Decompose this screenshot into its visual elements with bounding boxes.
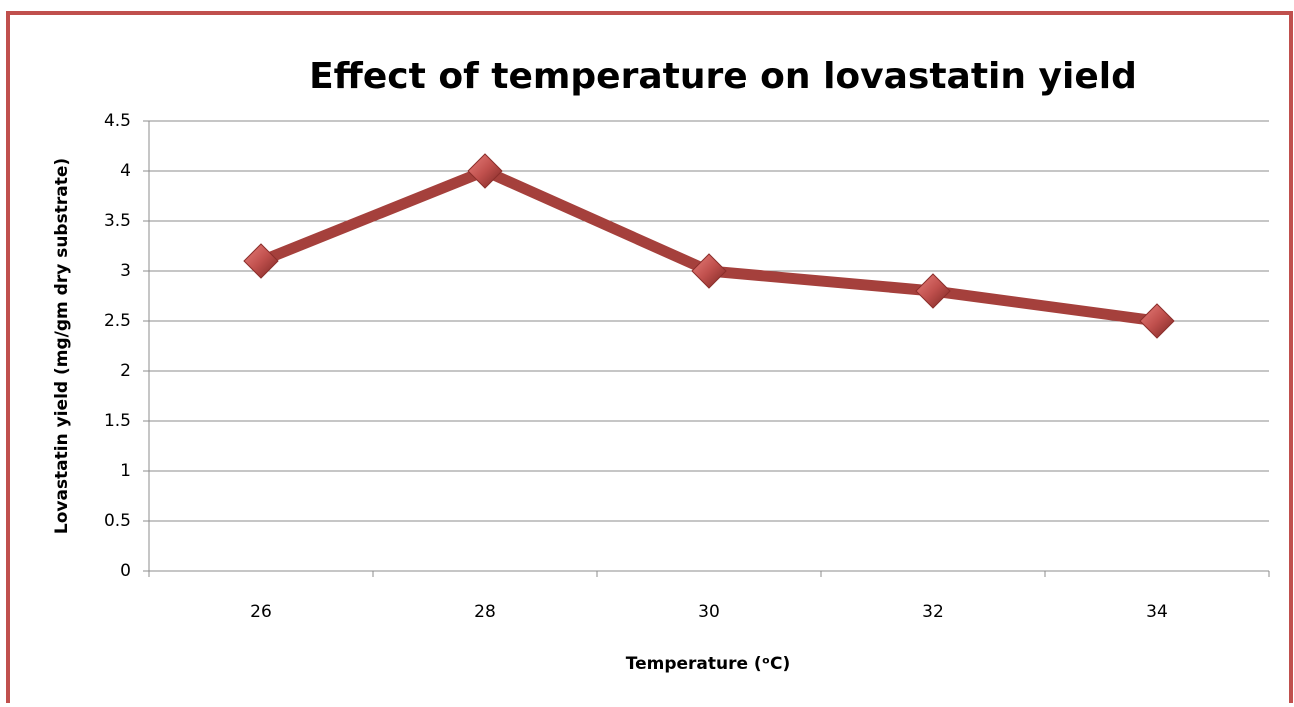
x-tick-label: 28 (474, 602, 496, 622)
chart-title: Effect of temperature on lovastatin yiel… (309, 56, 1137, 97)
y-axis-label: Lovastatin yield (mg/gm dry substrate) (52, 158, 72, 534)
y-tick-label: 4.5 (104, 111, 131, 131)
y-tick-label: 3.5 (104, 211, 131, 231)
marker (467, 153, 503, 189)
y-tick-label: 3 (120, 261, 131, 281)
y-tick-label: 1 (120, 461, 131, 481)
x-tick-label: 32 (922, 602, 944, 622)
x-tick-label: 30 (698, 602, 720, 622)
x-axis-label: Temperature (ᵒC) (626, 654, 791, 674)
y-tick-label: 2 (120, 361, 131, 381)
y-tick-label: 0.5 (104, 511, 131, 531)
line (255, 165, 1163, 327)
x-tick-label: 34 (1146, 602, 1168, 622)
y-tick-label: 4 (120, 161, 131, 181)
frame (6, 11, 1293, 703)
y-tick-label: 1.5 (104, 411, 131, 431)
marker (1139, 303, 1175, 339)
marker (915, 273, 951, 309)
y-tick-label: 0 (120, 561, 131, 581)
marker (691, 253, 727, 289)
y-tick-label: 2.5 (104, 311, 131, 331)
marker (243, 243, 279, 279)
x-tick-label: 26 (250, 602, 272, 622)
